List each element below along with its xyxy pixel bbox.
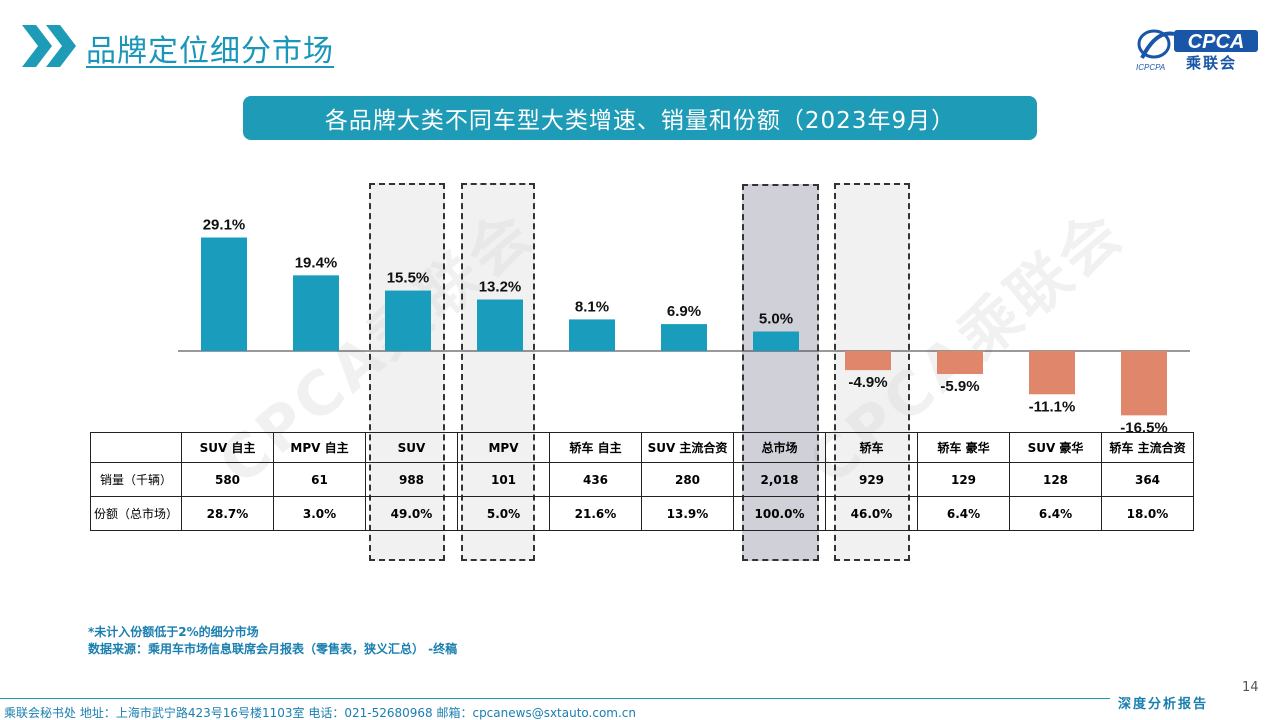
data-label: -4.9% <box>848 374 887 391</box>
bar <box>477 299 523 351</box>
data-label: 19.4% <box>295 254 338 271</box>
table-cell: 988 <box>365 462 458 497</box>
data-label: -5.9% <box>940 378 979 395</box>
table-cell: 2,018 <box>733 462 826 497</box>
data-label: 15.5% <box>387 270 430 287</box>
report-tag: 深度分析报告 <box>1118 697 1209 712</box>
bar <box>937 351 983 375</box>
table-cell: 364 <box>1101 462 1194 497</box>
table-cell: 46.0% <box>825 496 918 531</box>
table-cell: 3.0% <box>273 496 366 531</box>
table-cell: 129 <box>917 462 1010 497</box>
table-cell: 5.0% <box>457 496 550 531</box>
bar <box>661 324 707 351</box>
table-row: 销量（千辆） 580 61 988 101 436 280 2,018 929 129 128 36… <box>90 462 1194 497</box>
column-header: 轿车 <box>825 432 918 463</box>
row-label: 销量（千辆） <box>90 462 182 497</box>
footer-divider <box>0 698 1110 699</box>
column-header: 轿车 主流合资 <box>1101 432 1194 463</box>
bar <box>1029 351 1075 395</box>
table-header-row: SUV 自主 MPV 自主 SUV MPV 轿车 自主 SUV 主流合资 总市场 轿车 轿车 豪… <box>90 432 1194 463</box>
logo-text: CPCA <box>1188 31 1245 53</box>
cpca-logo-icon: CPCA ICPCPA <box>1136 29 1258 72</box>
table-cell: 580 <box>181 462 274 497</box>
table-cell: 128 <box>1009 462 1102 497</box>
table-cell: 6.4% <box>917 496 1010 531</box>
bar <box>753 331 799 351</box>
data-label: 5.0% <box>759 311 793 328</box>
table-cell: 21.6% <box>549 496 642 531</box>
table-cell: 13.9% <box>641 496 734 531</box>
column-header: 轿车 自主 <box>549 432 642 463</box>
data-label: 8.1% <box>575 298 609 315</box>
data-label: 13.2% <box>479 279 522 296</box>
table-cell: 929 <box>825 462 918 497</box>
column-header: MPV 自主 <box>273 432 366 463</box>
data-table: SUV 自主 MPV 自主 SUV MPV 轿车 自主 SUV 主流合资 总市场 轿车 轿车 豪… <box>90 432 1194 531</box>
table-cell: 61 <box>273 462 366 497</box>
data-label: -11.1% <box>1029 398 1076 415</box>
page-title: 品牌定位细分市场 <box>86 34 334 69</box>
column-header: MPV <box>457 432 550 463</box>
data-label: 6.9% <box>667 303 701 320</box>
table-cell: 6.4% <box>1009 496 1102 531</box>
table-cell: 101 <box>457 462 550 497</box>
footnote: *未计入份额低于2%的细分市场 <box>88 625 259 639</box>
table-cell: 100.0% <box>733 496 826 531</box>
column-header: SUV 主流合资 <box>641 432 734 463</box>
column-header: 轿车 豪华 <box>917 432 1010 463</box>
bar <box>845 351 891 371</box>
bar <box>569 319 615 351</box>
table-cell: 18.0% <box>1101 496 1194 531</box>
column-header: SUV 自主 <box>181 432 274 463</box>
table-cell: 28.7% <box>181 496 274 531</box>
data-label: 29.1% <box>203 217 246 234</box>
bar <box>293 275 339 351</box>
logo-cn: 乘联会 <box>1186 54 1238 72</box>
table-cell: 49.0% <box>365 496 458 531</box>
chart-banner: 各品牌大类不同车型大类增速、销量和份额（2023年9月） <box>243 96 1037 140</box>
column-header: SUV 豪华 <box>1009 432 1102 463</box>
row-label: 份额（总市场） <box>90 496 182 531</box>
bar <box>201 237 247 351</box>
column-header: 总市场 <box>733 432 826 463</box>
footer-contact: 乘联会秘书处 地址：上海市武宁路423号16号楼1103室 电话：021-526… <box>4 706 637 720</box>
chevron-header-icon <box>22 25 76 67</box>
column-header: SUV <box>365 432 458 463</box>
bar <box>1121 351 1167 416</box>
table-cell: 280 <box>641 462 734 497</box>
logo-sub: ICPCPA <box>1136 63 1165 72</box>
page-number: 14 <box>1242 680 1259 695</box>
data-source: 数据来源：乘用车市场信息联席会月报表（零售表，狭义汇总） -终稿 <box>88 642 458 656</box>
banner-title: 各品牌大类不同车型大类增速、销量和份额（2023年9月） <box>324 108 956 134</box>
table-corner <box>90 432 182 463</box>
table-cell: 436 <box>549 462 642 497</box>
table-row: 份额（总市场） 28.7% 3.0% 49.0% 5.0% 21.6% 13.9% 100.… <box>90 496 1194 531</box>
bar <box>385 290 431 351</box>
